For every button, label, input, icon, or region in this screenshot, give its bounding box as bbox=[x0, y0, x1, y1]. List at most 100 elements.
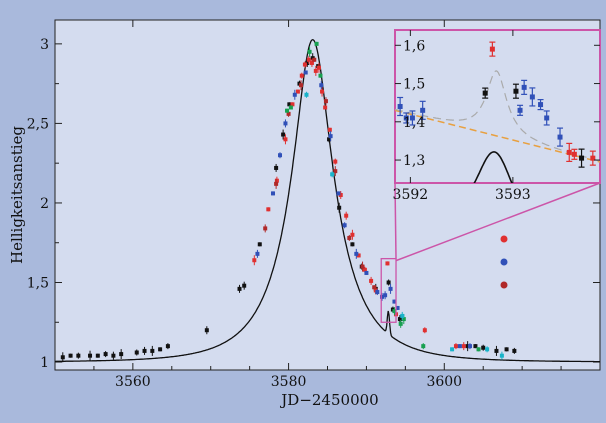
data-point bbox=[338, 193, 343, 197]
data-point bbox=[305, 60, 310, 65]
inset-data-point bbox=[420, 107, 426, 113]
data-point bbox=[337, 205, 342, 210]
data-point bbox=[295, 89, 300, 94]
y-axis-label: Helligkeitsanstieg bbox=[8, 126, 26, 264]
data-point bbox=[386, 280, 391, 285]
data-point bbox=[354, 251, 359, 256]
inset-x-tick-label: 3593 bbox=[495, 187, 531, 203]
data-point bbox=[318, 73, 323, 78]
inset-x-tick-label: 3592 bbox=[393, 187, 429, 203]
data-point bbox=[398, 321, 403, 326]
inset-data-point bbox=[557, 134, 563, 140]
data-point bbox=[467, 344, 472, 349]
inset-data-point bbox=[513, 88, 519, 94]
zoom-box bbox=[380, 257, 397, 323]
inset-frame bbox=[394, 29, 601, 184]
legend-dot bbox=[500, 281, 508, 289]
data-point bbox=[375, 290, 380, 295]
data-point bbox=[306, 57, 311, 62]
inset-data-point bbox=[538, 102, 544, 108]
data-point bbox=[465, 344, 470, 349]
data-point bbox=[288, 105, 293, 110]
inset-data-point bbox=[544, 115, 550, 121]
inset-y-tick-label: 1,4 bbox=[403, 115, 425, 131]
data-point bbox=[327, 127, 332, 132]
data-point bbox=[255, 251, 260, 256]
data-point bbox=[134, 350, 139, 355]
data-point bbox=[422, 328, 427, 333]
legend-dots bbox=[500, 235, 508, 289]
data-point bbox=[450, 347, 455, 352]
data-point bbox=[494, 348, 499, 353]
data-point bbox=[395, 305, 400, 310]
data-point bbox=[372, 285, 377, 290]
data-point bbox=[333, 159, 338, 164]
inset-data-point bbox=[579, 155, 585, 161]
data-point bbox=[350, 242, 355, 247]
zoom-indicator bbox=[380, 182, 601, 323]
inset-data-point bbox=[397, 104, 403, 109]
data-point bbox=[327, 137, 332, 142]
data-point bbox=[388, 286, 393, 291]
data-point bbox=[319, 83, 324, 88]
data-point bbox=[274, 165, 279, 170]
data-point bbox=[400, 313, 405, 318]
inset-data-point bbox=[521, 84, 527, 90]
data-point bbox=[303, 70, 308, 75]
inset-y-tick-label: 1,5 bbox=[403, 77, 425, 93]
data-point bbox=[307, 49, 312, 54]
data-point bbox=[385, 261, 390, 266]
inset-y-tick-label: 1,3 bbox=[403, 153, 425, 169]
y-tick-label: 3 bbox=[40, 37, 49, 53]
data-point bbox=[281, 132, 286, 137]
data-point bbox=[453, 344, 458, 349]
data-point bbox=[263, 226, 268, 231]
data-point bbox=[68, 353, 73, 358]
inset-data-point bbox=[517, 107, 523, 113]
data-point bbox=[401, 317, 406, 322]
y-tick-label: 2,5 bbox=[27, 116, 49, 132]
inset-dashed-line bbox=[395, 109, 600, 163]
data-point bbox=[274, 178, 279, 183]
legend-dot bbox=[500, 235, 508, 243]
data-point bbox=[88, 353, 93, 358]
data-point bbox=[397, 317, 402, 322]
data-point bbox=[302, 62, 307, 67]
y-tick-label: 1,5 bbox=[27, 276, 49, 292]
inset-data-point bbox=[409, 115, 415, 121]
data-point bbox=[499, 353, 504, 358]
data-point bbox=[285, 108, 290, 113]
data-point bbox=[283, 137, 288, 142]
data-point bbox=[362, 267, 367, 272]
data-point bbox=[76, 353, 81, 358]
data-point bbox=[158, 347, 163, 352]
x-tick-label: 3600 bbox=[426, 374, 462, 390]
data-point bbox=[461, 344, 466, 349]
data-point bbox=[165, 344, 170, 349]
inset-model-curve bbox=[473, 151, 513, 183]
x-tick-label: 3560 bbox=[115, 374, 151, 390]
data-point bbox=[344, 213, 349, 218]
inset-data-point bbox=[566, 149, 572, 155]
data-point bbox=[95, 353, 100, 358]
data-point bbox=[309, 60, 314, 65]
inset-gray-curve bbox=[395, 70, 600, 162]
inset-data-point bbox=[403, 115, 409, 121]
legend-dot bbox=[500, 258, 508, 266]
data-point bbox=[333, 169, 338, 174]
data-point bbox=[252, 258, 257, 263]
data-point bbox=[356, 253, 361, 258]
data-point bbox=[278, 153, 283, 158]
data-point bbox=[476, 347, 481, 352]
data-point bbox=[60, 355, 65, 360]
zoom-connector bbox=[394, 182, 397, 259]
data-point bbox=[481, 345, 486, 350]
data-point bbox=[421, 344, 426, 349]
zoom-connector bbox=[395, 182, 601, 262]
data-point bbox=[119, 352, 124, 357]
data-point bbox=[369, 278, 374, 283]
data-point bbox=[237, 286, 242, 291]
model-curve bbox=[55, 39, 600, 363]
inset-data-point bbox=[571, 151, 577, 157]
data-point bbox=[283, 121, 288, 126]
